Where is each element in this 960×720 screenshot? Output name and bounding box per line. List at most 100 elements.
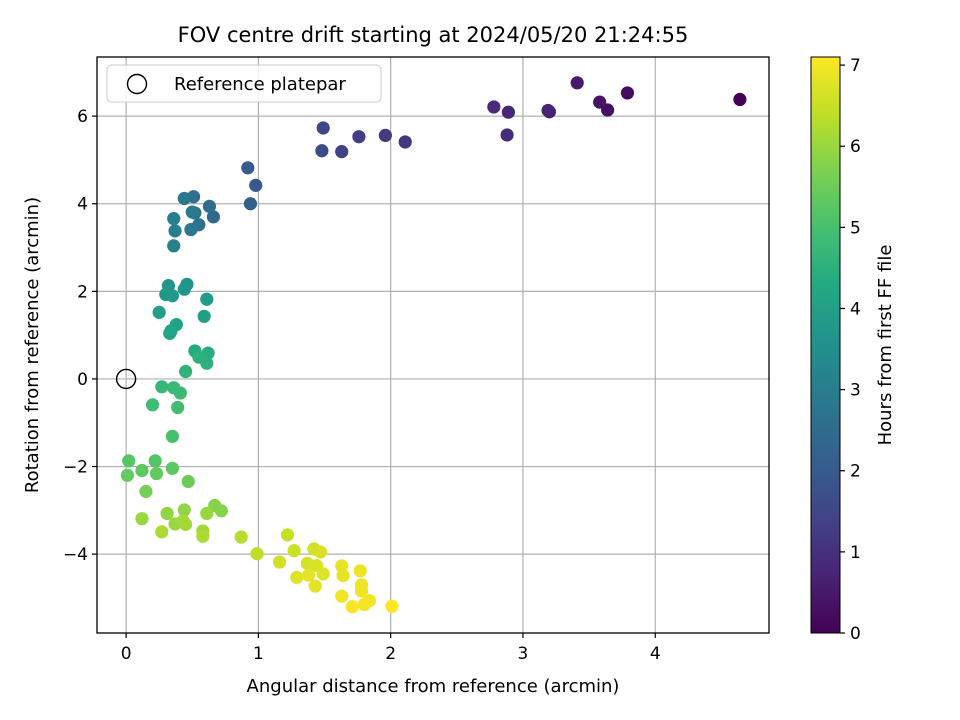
legend-marker [126, 73, 148, 95]
colorbar-tick-label: 1 [850, 543, 861, 563]
x-tick-label: 3 [518, 644, 529, 664]
data-point [176, 514, 190, 528]
data-point [177, 282, 191, 296]
data-point [135, 512, 149, 526]
data-point [487, 100, 501, 114]
data-point [155, 380, 169, 394]
scatter-points [115, 76, 747, 614]
x-axis-label: Angular distance from reference (arcmin) [247, 676, 620, 697]
data-point [241, 161, 255, 175]
y-tick-label: −4 [63, 545, 88, 565]
reference-point-marker [115, 368, 137, 390]
data-point [398, 135, 412, 149]
data-point [152, 305, 166, 319]
y-tick-label: −2 [63, 458, 88, 478]
data-point [145, 398, 160, 412]
data-point [173, 386, 187, 400]
data-point [272, 555, 287, 569]
data-point [249, 178, 263, 192]
legend: Reference platepar [106, 64, 382, 103]
legend-box [106, 64, 382, 103]
data-point [177, 503, 191, 517]
grid [97, 57, 769, 633]
data-point [234, 530, 248, 544]
data-point [167, 239, 181, 253]
data-point [353, 564, 367, 578]
data-point [160, 506, 174, 521]
data-point [352, 130, 366, 144]
data-point [165, 429, 180, 443]
colorbar-tick-label: 6 [850, 137, 861, 157]
data-point [620, 86, 635, 100]
data-point [185, 205, 199, 219]
data-point [313, 545, 328, 559]
colorbar-tick-label: 0 [850, 624, 861, 644]
data-point [149, 466, 164, 481]
y-tick-label: 6 [77, 107, 88, 127]
y-axis-ticks: −4 −2 0 2 4 6 [63, 107, 97, 565]
data-point [168, 224, 182, 238]
data-point [287, 544, 301, 558]
data-point [148, 454, 162, 468]
data-point [184, 222, 198, 237]
data-point [139, 484, 153, 499]
y-axis-label: Rotation from reference (arcmin) [22, 197, 43, 493]
x-tick-label: 4 [650, 644, 661, 664]
data-point [155, 525, 169, 539]
data-point [167, 212, 181, 226]
data-point [214, 504, 228, 518]
data-point [206, 210, 221, 224]
data-point [181, 474, 195, 489]
data-point [541, 103, 555, 118]
data-point [120, 468, 135, 482]
x-tick-label: 0 [121, 644, 132, 664]
colorbar-tick-label: 5 [850, 218, 861, 238]
data-point [197, 309, 211, 323]
x-tick-label: 1 [253, 644, 264, 664]
data-point [354, 584, 369, 598]
data-point [177, 191, 191, 206]
x-tick-label: 2 [385, 644, 396, 664]
data-point [135, 463, 149, 478]
data-point [200, 292, 214, 306]
data-point [335, 145, 349, 159]
data-point [290, 570, 304, 584]
data-point [280, 528, 295, 542]
data-point [165, 461, 180, 475]
data-point [378, 128, 392, 143]
colorbar [810, 56, 841, 634]
data-point [308, 579, 322, 593]
data-point [570, 76, 584, 90]
y-tick-label: 0 [77, 370, 88, 390]
data-point [200, 356, 214, 370]
data-point [200, 506, 214, 521]
data-point [196, 529, 210, 543]
data-point [335, 559, 349, 573]
y-tick-label: 2 [77, 282, 88, 302]
chart-title: FOV centre drift starting at 2024/05/20 … [178, 23, 689, 47]
data-point [243, 197, 258, 211]
x-axis-ticks: 0 1 2 3 4 [121, 633, 661, 664]
data-point [171, 400, 185, 415]
data-point [733, 92, 747, 107]
data-point [302, 568, 316, 582]
data-point [316, 121, 330, 135]
data-point [500, 128, 514, 142]
data-point [315, 144, 329, 158]
data-point [501, 105, 516, 119]
plot-frame [96, 56, 770, 634]
colorbar-tick-label: 7 [850, 56, 861, 76]
data-point [385, 599, 399, 613]
data-point [250, 547, 264, 561]
data-point [335, 589, 349, 603]
data-point [345, 600, 359, 614]
y-tick-label: 4 [77, 195, 88, 215]
data-point [165, 289, 180, 303]
data-point [163, 326, 177, 340]
colorbar-tick-label: 2 [850, 462, 861, 482]
data-point [593, 95, 607, 109]
data-point [179, 364, 193, 379]
data-point [202, 199, 217, 213]
colorbar-tick-label: 3 [850, 381, 861, 401]
